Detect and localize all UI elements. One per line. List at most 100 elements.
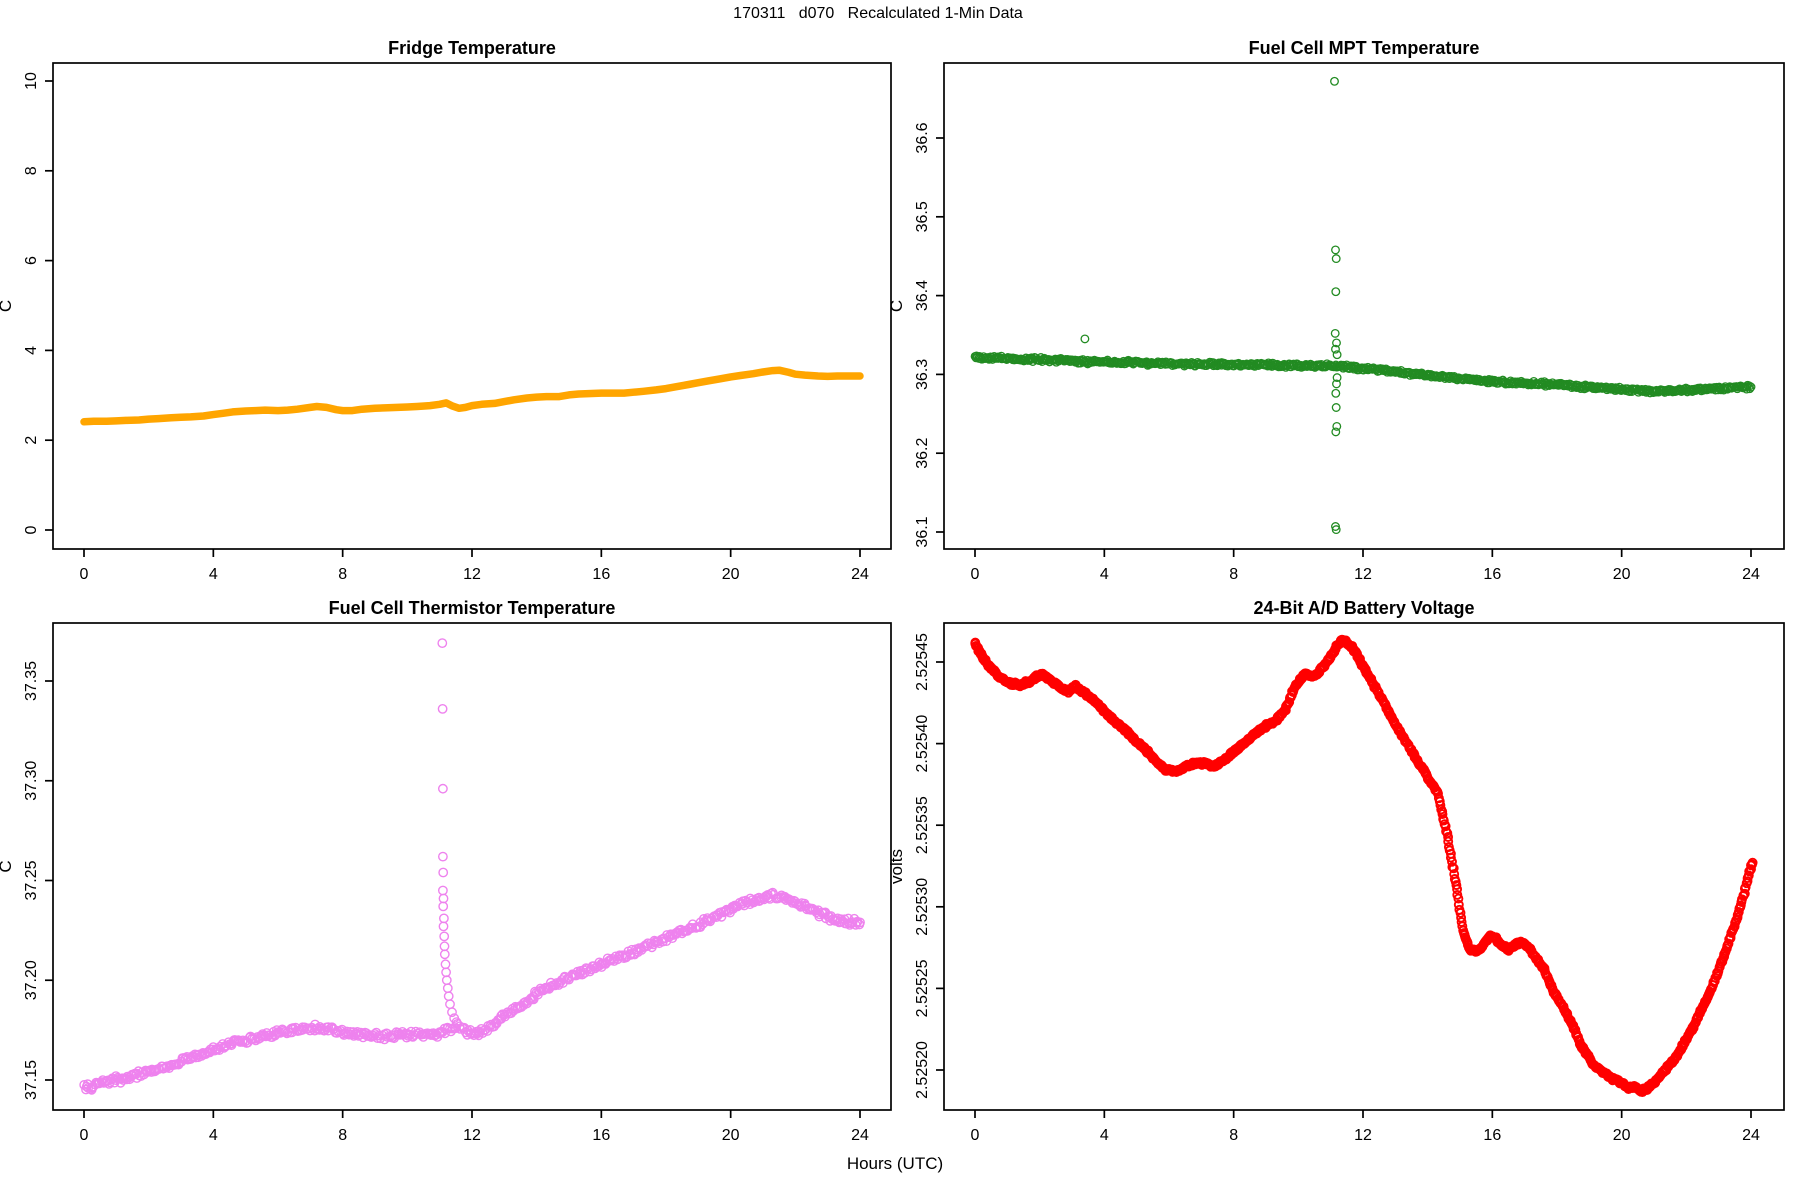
- y-axis-label-thermistor: C: [0, 860, 15, 872]
- series-battery: [970, 634, 1758, 1098]
- data-point: [1437, 809, 1448, 820]
- panel-title-mpt: Fuel Cell MPT Temperature: [1249, 38, 1480, 58]
- series-thermistor: [79, 638, 865, 1095]
- x-tick-label: 8: [1229, 566, 1238, 583]
- data-point: [1742, 876, 1753, 887]
- data-point: [1331, 254, 1341, 264]
- data-point: [280, 1027, 291, 1037]
- data-point: [1080, 334, 1090, 344]
- data-point: [437, 885, 448, 896]
- data-point: [1453, 893, 1464, 904]
- data-point: [439, 931, 450, 942]
- data-point: [180, 1053, 191, 1063]
- data-point: [1332, 379, 1341, 389]
- x-tick-label: 8: [1229, 1127, 1238, 1144]
- x-tick-label: 20: [1613, 566, 1631, 583]
- x-tick-label: 12: [463, 1127, 481, 1144]
- data-point: [451, 1017, 462, 1027]
- y-tick-label: 4: [23, 346, 40, 355]
- data-point: [1331, 287, 1341, 297]
- y-tick-label: 37.35: [23, 661, 40, 701]
- data-point: [437, 783, 448, 794]
- y-axis-label-fridge: C: [0, 300, 15, 312]
- data-point: [442, 983, 453, 994]
- x-tick-label: 24: [1742, 1127, 1760, 1144]
- x-axis-label: Hours (UTC): [846, 1154, 944, 1173]
- data-point: [437, 638, 448, 648]
- data-point: [1445, 852, 1456, 863]
- data-point: [443, 991, 454, 1002]
- y-axis-label-battery: volts: [887, 849, 906, 884]
- series-fridge: [80, 366, 864, 426]
- x-tick-label: 8: [338, 1127, 347, 1144]
- data-point: [437, 851, 448, 862]
- data-point: [1740, 882, 1751, 893]
- y-tick-label: 36.2: [914, 438, 931, 469]
- x-tick-label: 0: [80, 1127, 89, 1144]
- y-tick-label: 2.52545: [914, 633, 931, 691]
- y-tick-label: 0: [23, 525, 40, 534]
- x-tick-label: 12: [1354, 1127, 1372, 1144]
- y-tick-label: 37.30: [23, 761, 40, 801]
- data-point: [1332, 338, 1341, 348]
- y-tick-label: 8: [23, 166, 40, 175]
- data-point: [407, 1032, 418, 1042]
- data-point: [1452, 884, 1463, 895]
- data-point: [1332, 350, 1342, 360]
- figure-title: 170311 d070 Recalculated 1-Min Data: [733, 5, 1023, 22]
- y-tick-label: 10: [23, 72, 40, 90]
- data-point: [1747, 857, 1758, 868]
- y-tick-label: 2.52540: [914, 715, 931, 773]
- data-point: [1331, 403, 1341, 412]
- x-tick-label: 20: [1613, 1127, 1631, 1144]
- y-tick-label: 2.52520: [914, 1041, 931, 1099]
- x-tick-label: 20: [722, 1127, 740, 1144]
- x-tick-label: 12: [463, 566, 481, 583]
- y-tick-label: 36.5: [914, 201, 931, 232]
- data-point: [1331, 427, 1341, 437]
- data-point: [439, 941, 450, 952]
- panel-title-fridge: Fridge Temperature: [388, 38, 556, 58]
- y-tick-label: 36.3: [914, 359, 931, 390]
- panel-title-battery: 24-Bit A/D Battery Voltage: [1253, 598, 1474, 618]
- data-point: [1435, 800, 1446, 811]
- data-point: [440, 959, 451, 970]
- plot-frame-battery: [943, 622, 1785, 1111]
- data-point: [437, 704, 448, 714]
- data-point: [554, 978, 564, 988]
- data-point: [1746, 864, 1756, 875]
- data-point: [1331, 525, 1341, 535]
- x-tick-label: 4: [1100, 566, 1109, 583]
- data-point: [1743, 870, 1754, 881]
- y-axis-label-mpt: C: [887, 300, 906, 312]
- data-point: [1443, 836, 1454, 847]
- data-point: [1729, 921, 1740, 932]
- data-point: [1331, 344, 1340, 354]
- data-point: [438, 901, 449, 912]
- x-tick-label: 16: [1483, 1127, 1501, 1144]
- y-tick-label: 37.15: [23, 1060, 40, 1100]
- data-point: [1455, 907, 1466, 918]
- x-tick-label: 20: [722, 566, 740, 583]
- data-point: [1331, 245, 1340, 255]
- data-point: [441, 967, 451, 978]
- y-tick-label: 2: [23, 436, 40, 445]
- data-point: [438, 867, 449, 878]
- data-point: [1330, 76, 1339, 86]
- plot-frame-mpt: [943, 62, 1785, 550]
- y-tick-label: 36.1: [914, 516, 931, 547]
- x-tick-label: 24: [851, 1127, 869, 1144]
- data-point: [1739, 888, 1750, 899]
- data-point: [1448, 863, 1459, 874]
- x-tick-label: 4: [1100, 1127, 1109, 1144]
- data-point: [1746, 382, 1756, 392]
- data-point: [1327, 648, 1338, 659]
- data-point: [438, 893, 449, 904]
- data-point: [1332, 373, 1342, 383]
- y-tick-label: 2.52535: [914, 796, 931, 854]
- y-tick-label: 37.25: [23, 860, 40, 900]
- data-point: [1443, 832, 1454, 842]
- x-tick-label: 16: [1483, 566, 1501, 583]
